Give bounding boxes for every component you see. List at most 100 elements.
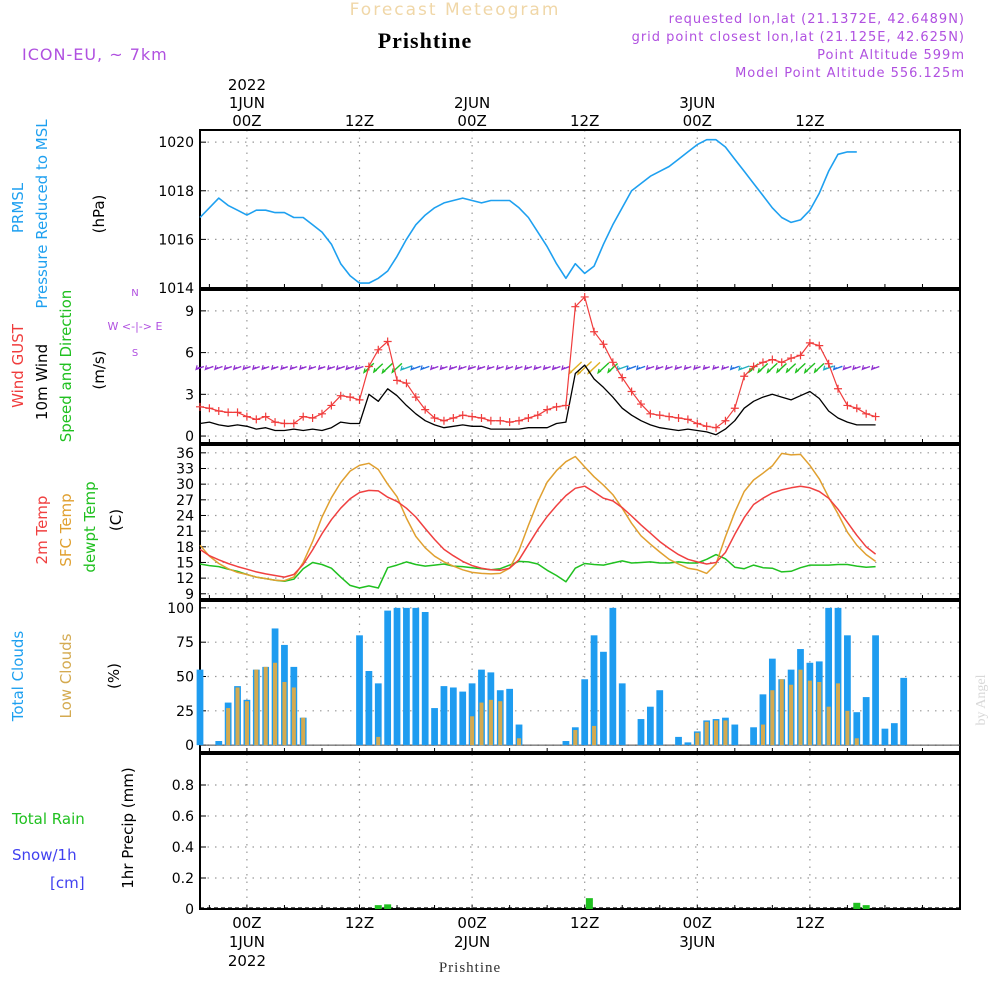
footer-location: Prishtine [439, 960, 501, 976]
total-cloud-bar [618, 683, 626, 746]
sfc-temp-line [199, 452, 877, 582]
wind-direction-arrowhead [748, 367, 753, 374]
wind-direction-arrowhead [362, 368, 368, 374]
wind-gust-marker [805, 338, 814, 347]
wind-gust-marker [364, 362, 373, 371]
point-altitude: Point Altitude 599m [817, 48, 965, 63]
time-label-top: 00Z [457, 112, 486, 130]
total-cloud-bar [431, 708, 438, 746]
total-cloud-bar [356, 635, 363, 746]
wind-gust-marker [214, 407, 223, 416]
wind-gust-marker [374, 345, 383, 354]
wind-direction-arrowhead [354, 365, 359, 371]
low-cloud-bar [244, 701, 249, 746]
time-label-top: 00Z [683, 112, 712, 130]
precip-frame [199, 753, 961, 910]
wind-gust-marker [702, 422, 711, 431]
wind-direction-arrowhead [721, 364, 726, 371]
wind-direction-arrowhead [776, 368, 781, 374]
clouds-ytick-label: 25 [176, 704, 194, 720]
time-label-top: 12Z [570, 112, 599, 130]
time-label-bottom: 1JUN [229, 933, 265, 951]
wind-ytick-label: 6 [185, 346, 194, 362]
low-cloud-bar [235, 687, 240, 746]
wind-panel: 0 3 6 9 [185, 289, 961, 445]
clouds-series [196, 607, 960, 746]
wind-direction-arrowhead [794, 368, 799, 374]
wind-gust-marker [515, 416, 524, 425]
wind-direction-arrowhead [381, 368, 386, 375]
wind-gust-marker [271, 418, 280, 427]
wind-direction-arrowhead [195, 365, 200, 371]
precip-label-rain: Total Rain [11, 810, 85, 828]
clouds-unit: (%) [105, 663, 123, 689]
total-cloud-bar [468, 683, 476, 746]
time-label-top: 2JUN [454, 94, 490, 112]
temp-frame [199, 444, 961, 600]
wind-gust-marker [393, 376, 402, 385]
total-cloud-bar [440, 686, 448, 746]
total-cloud-bar [581, 679, 589, 746]
precip-ytick-label: 0.2 [172, 871, 194, 887]
rain-bar [384, 904, 392, 909]
pressure-frame [199, 129, 961, 289]
low-cloud-bar [714, 720, 719, 746]
low-cloud-bar [779, 679, 784, 746]
total-cloud-bar [675, 736, 682, 746]
temp-ytick-label: 33 [176, 461, 194, 477]
wind-gust-marker [843, 401, 852, 410]
wind-direction-arrowhead [533, 365, 538, 371]
wind-gust-marker [580, 292, 589, 301]
time-label-top: 12Z [795, 112, 824, 130]
wind-direction-arrowhead [308, 364, 313, 371]
low-cloud-bar [479, 702, 484, 746]
precip-ytick-label: 0 [185, 902, 194, 918]
wind-gust-marker [336, 391, 345, 400]
temp-series [199, 452, 877, 589]
total-cloud-bar [900, 677, 908, 746]
wind-ytick-label: 9 [185, 304, 194, 320]
low-cloud-bar [470, 716, 475, 746]
wind-gust-marker [411, 393, 420, 402]
model-label: ICON-EU, ~ 7km [22, 45, 168, 64]
wind-gust-marker [317, 409, 326, 418]
low-cloud-bar [826, 706, 831, 746]
wind-gust-marker [327, 401, 336, 410]
wind-gust-marker [824, 359, 833, 368]
total-cloud-bar [562, 741, 570, 746]
low-cloud-bar [770, 690, 775, 746]
wind-direction-arrowhead [420, 365, 425, 371]
wind-direction-arrowhead [635, 365, 641, 371]
total-cloud-bar [609, 607, 617, 746]
wind-speed-line [199, 364, 876, 436]
low-cloud-bar [498, 701, 503, 746]
wind-gust-marker [261, 412, 270, 421]
wind-gust-marker [712, 423, 721, 432]
credit: by Angel [974, 674, 989, 725]
clouds-ytick-label: 100 [167, 601, 194, 617]
wind-direction-arrowhead [523, 365, 529, 371]
time-label-top: 12Z [345, 112, 374, 130]
wind-gust-marker [636, 400, 645, 409]
total-cloud-bar [196, 669, 204, 746]
wind-gust-marker [299, 412, 308, 421]
wind-direction-arrowhead [514, 364, 519, 371]
wind-direction-arrowhead [738, 365, 743, 372]
wind-direction-arrowhead [861, 365, 866, 371]
wind-series [195, 292, 880, 436]
wind-direction-arrowhead [214, 365, 219, 371]
precip-unit: 1hr Precip (mm) [119, 767, 137, 888]
wind-gust-marker [627, 387, 636, 396]
rain-bar [374, 905, 382, 909]
wind-gust-marker [439, 416, 448, 425]
total-cloud-bar [656, 690, 664, 746]
wind-gust-marker [787, 354, 796, 363]
wind-gust-marker [655, 411, 664, 420]
pressure-line [199, 138, 857, 284]
wind-gust-marker [768, 355, 777, 364]
pressure-panel-labels: PRMSL Pressure Reduced to MSL (hPa) [9, 119, 108, 309]
wind-direction-arrowhead [345, 365, 350, 371]
wind-direction-arrowhead [476, 365, 482, 371]
low-cloud-bar [592, 725, 597, 746]
low-cloud-bar [854, 738, 859, 746]
